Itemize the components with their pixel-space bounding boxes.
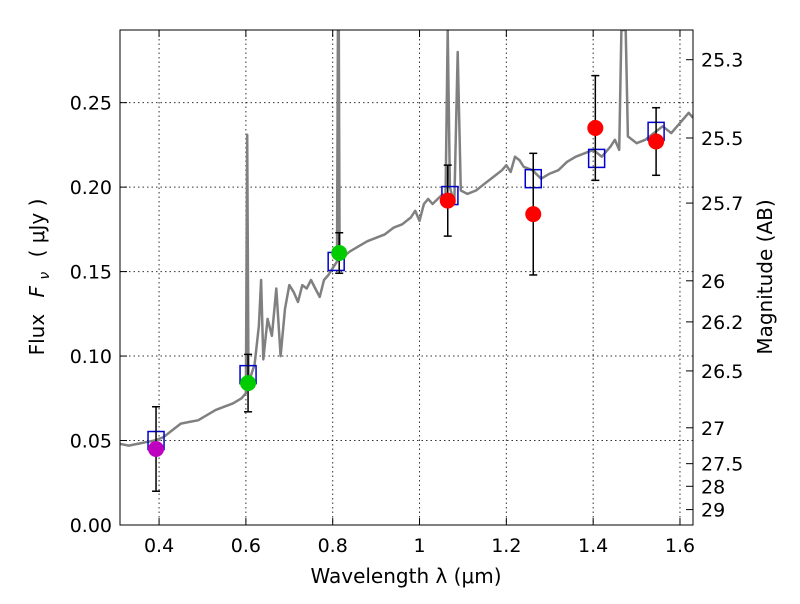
grid	[120, 30, 693, 526]
spectrum-layer	[120, 30, 693, 447]
y-tick-label: 0.15	[70, 262, 112, 284]
y-tick-label: 0.00	[70, 515, 112, 537]
right-tick-label: 25.5	[701, 128, 743, 150]
y-axis-title-symbol: F	[25, 285, 49, 297]
x-tick-label: 0.8	[318, 535, 348, 557]
plot-frame	[119, 29, 694, 526]
observed-points-layer	[148, 74, 665, 492]
x-tick-label: 1.6	[665, 535, 695, 557]
y-tick-label: 0.25	[70, 93, 112, 115]
observed-point	[240, 375, 257, 392]
right-tick-label: 25.7	[701, 193, 743, 215]
x-tick-label: 1	[413, 535, 425, 557]
observed-point	[331, 245, 348, 262]
spectrum-line	[120, 30, 693, 447]
observed-point	[648, 133, 665, 150]
observed-point	[148, 440, 165, 457]
observed-point	[525, 206, 542, 223]
right-tick-label: 26.2	[701, 312, 743, 334]
x-tick-label: 1.2	[491, 535, 521, 557]
right-tick-label: 29	[701, 500, 725, 522]
right-tick-label: 27	[701, 418, 725, 440]
y-tick-label: 0.10	[70, 346, 112, 368]
ticks: 0.4 0.6 0.8 1 1.2 1.4 1.6 0.00 0.05 0.10 0.15 0.20 0…	[70, 30, 743, 557]
observed-point	[587, 119, 604, 136]
y-axis-title-subscript: ν	[37, 272, 53, 280]
right-tick-label: 26.5	[701, 361, 743, 383]
y-axis-title: Flux F ν ( μJy )	[25, 199, 54, 356]
y-axis-title-prefix: Flux	[25, 314, 49, 356]
x-tick-label: 0.4	[144, 535, 174, 557]
model-points-layer	[147, 121, 665, 451]
y-axis-title-unit: ( μJy )	[25, 199, 49, 258]
right-axis-title: Magnitude (AB)	[753, 199, 777, 354]
right-tick-label: 25.3	[701, 50, 743, 72]
right-tick-label: 27.5	[701, 454, 743, 476]
x-tick-label: 0.6	[231, 535, 261, 557]
right-tick-label: 26	[701, 271, 725, 293]
model-point	[587, 148, 606, 169]
y-tick-label: 0.05	[70, 431, 112, 453]
x-tick-label: 1.4	[578, 535, 608, 557]
x-axis-title: Wavelength λ (μm)	[310, 564, 501, 588]
right-tick-label: 28	[701, 476, 725, 498]
observed-point	[439, 192, 456, 209]
y-tick-label: 0.20	[70, 177, 112, 199]
